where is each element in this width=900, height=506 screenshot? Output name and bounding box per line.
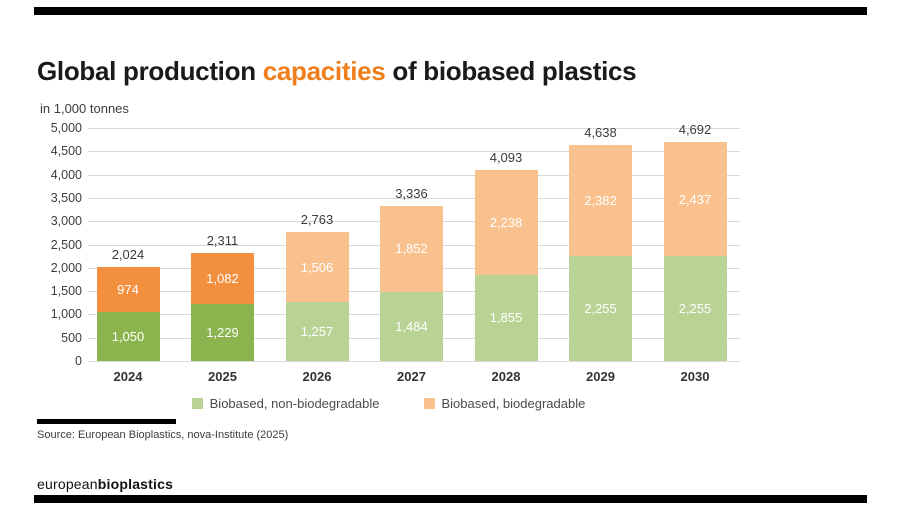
x-axis-label: 2026: [302, 369, 332, 384]
unit-label: in 1,000 tonnes: [40, 101, 129, 116]
bar-value-label: 1,257: [300, 324, 334, 340]
y-axis-label: 4,500: [50, 144, 82, 159]
x-axis-label: 2030: [680, 369, 710, 384]
bar-value-label: 2,382: [584, 192, 617, 208]
bar-segment: 2,437: [663, 142, 727, 256]
legend-label: Biobased, non-biodegradable: [209, 396, 380, 411]
bar-segment: 1,229: [191, 303, 254, 361]
logo-european: european: [37, 476, 98, 492]
bar-segment: 1,506: [285, 232, 349, 303]
gridline: [88, 151, 740, 153]
legend: Biobased, non-biodegradable Biobased, bio…: [37, 396, 740, 411]
bar-value-label: 1,082: [206, 270, 239, 286]
bar-total-label: 4,093: [489, 150, 523, 166]
bar-value-label: 974: [117, 281, 139, 297]
bar-segment: 1,257: [285, 302, 349, 361]
y-axis-label: 4,000: [50, 167, 82, 182]
bar-segment: 974: [96, 266, 160, 313]
y-axis-label: 2,000: [50, 260, 82, 275]
x-axis-label: 2024: [113, 369, 143, 384]
source-rule: [37, 419, 176, 424]
bar-segment: 2,382: [569, 144, 632, 256]
gridline: [88, 174, 740, 176]
bar-segment: 1,855: [474, 274, 538, 361]
x-axis-label: 2029: [586, 369, 615, 384]
y-axis-label: 2,500: [50, 237, 82, 252]
title-text-suffix: of biobased plastics: [385, 56, 637, 86]
legend-item: Biobased, biodegradable: [423, 396, 586, 411]
bar-value-label: 1,855: [489, 310, 523, 326]
x-axis-label: 2028: [491, 369, 521, 384]
bar-total-label: 2,763: [300, 212, 334, 228]
y-axis-label: 0: [75, 354, 82, 368]
x-axis-label: 2025: [208, 369, 237, 384]
bar-value-label: 1,484: [395, 318, 428, 334]
gridline: [88, 361, 740, 362]
bar-total-label: 2,311: [206, 233, 239, 249]
brand-logo: europeanbioplastics: [37, 476, 173, 492]
bar-value-label: 2,238: [489, 214, 523, 230]
bar-segment: 1,050: [96, 312, 160, 361]
bar-total-label: 3,336: [395, 185, 428, 201]
y-axis-label: 1,000: [50, 307, 82, 322]
gridline: [88, 128, 740, 129]
bar-segment: 1,852: [380, 205, 443, 292]
bar-value-label: 2,437: [678, 191, 712, 207]
legend-swatch: [191, 398, 203, 409]
y-axis-label: 3,000: [50, 214, 82, 229]
bar-total-label: 4,692: [678, 122, 712, 138]
bar-total-label: 4,638: [584, 124, 617, 140]
chart-title: Global production capacities of biobased…: [37, 56, 637, 87]
bar-value-label: 2,255: [584, 300, 617, 316]
source-text: Source: European Bioplastics, nova-Insti…: [37, 429, 289, 441]
top-rule: [34, 7, 867, 15]
bar-segment: 2,255: [663, 255, 727, 361]
gridline: [88, 197, 740, 199]
y-axis-label: 5,000: [50, 121, 82, 135]
bar-value-label: 1,852: [395, 241, 428, 257]
title-text-prefix: Global production: [37, 56, 263, 86]
bar-segment: 1,082: [191, 253, 254, 304]
bar-value-label: 1,050: [111, 329, 145, 345]
logo-bioplastics: bioplastics: [97, 476, 174, 492]
x-axis-label: 2027: [397, 369, 426, 384]
bar-total-label: 2,024: [111, 246, 145, 262]
legend-label: Biobased, biodegradable: [441, 396, 586, 411]
legend-swatch: [423, 398, 435, 409]
legend-item: Biobased, non-biodegradable: [191, 396, 380, 411]
bottom-rule: [34, 495, 867, 503]
bar-segment: 2,238: [474, 170, 538, 275]
y-axis-label: 1,500: [50, 284, 82, 299]
bar-segment: 2,255: [569, 255, 632, 361]
y-axis-label: 500: [61, 330, 82, 345]
bar-value-label: 2,255: [678, 300, 712, 316]
y-axis-label: 3,500: [50, 190, 82, 205]
bar-segment: 1,484: [380, 291, 443, 361]
bar-value-label: 1,229: [206, 324, 239, 340]
title-highlight: capacities: [262, 56, 386, 86]
bar-value-label: 1,506: [300, 259, 334, 275]
